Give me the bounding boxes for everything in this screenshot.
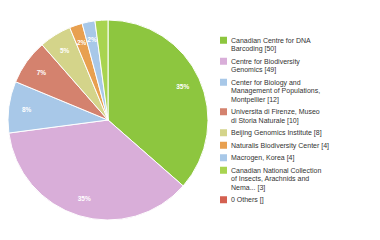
legend-label-line: Beijing Genomics Institute [8] <box>231 129 322 137</box>
legend-swatch <box>220 37 227 44</box>
legend-label: Canadian National Collectionof Insects, … <box>231 167 321 192</box>
pie-slice <box>82 21 108 120</box>
legend-swatch <box>220 167 227 174</box>
legend-entry: Beijing Genomics Institute [8] <box>220 129 322 137</box>
legend-label-line: Barcoding [50] <box>231 45 276 53</box>
data-label: 2% <box>87 36 97 43</box>
data-label: 2% <box>77 39 87 46</box>
legend-entry: Canadian Centre for DNABarcoding [50] <box>220 37 311 54</box>
legend-label-line: 0 Others [] <box>231 196 264 204</box>
pie-slice <box>9 120 183 220</box>
data-label: 35% <box>78 195 91 202</box>
data-label: 8% <box>22 106 32 113</box>
legend-label-line: Universita di Firenze, Museo <box>231 108 320 115</box>
legend-entry: Centre for BiodiversityGenomics [49] <box>220 58 300 75</box>
legend-label: 0 Others [] <box>231 196 264 204</box>
legend-entry: Universita di Firenze, Museo di Storia Na… <box>220 108 320 125</box>
legend-swatch <box>220 108 227 115</box>
legend-label: Beijing Genomics Institute [8] <box>231 129 322 137</box>
legend-label: Macrogen, Korea [4] <box>231 154 294 162</box>
legend-swatch <box>220 79 227 86</box>
chart: 35%35%8%7%5%2%2%Canadian Centre for DNAB… <box>0 0 380 240</box>
legend-entry: Naturalis Biodiversity Center [4] <box>220 142 329 150</box>
legend: Canadian Centre for DNABarcoding [50] Cen… <box>220 37 329 205</box>
legend-swatch <box>220 154 227 161</box>
data-label: 5% <box>60 47 70 54</box>
data-label: 7% <box>37 69 47 76</box>
legend-label-line: Macrogen, Korea [4] <box>231 154 294 162</box>
legend-label-line: Center for Biology and <box>231 79 301 87</box>
legend-label-line: Nema... [3] <box>231 184 265 192</box>
legend-swatch <box>220 129 227 136</box>
legend-entry: Canadian National Collectionof Insects, … <box>220 167 321 192</box>
legend-label-line: Montpellier [12] <box>231 96 279 104</box>
legend-label-line: Canadian National Collection <box>231 167 321 174</box>
legend-label-line: of Insects, Arachnids and <box>231 175 309 182</box>
legend-label-line: di Storia Naturale [10] <box>231 117 299 125</box>
pie-slice <box>95 20 108 120</box>
legend-label-line: Naturalis Biodiversity Center [4] <box>231 142 329 150</box>
legend-swatch <box>220 142 227 149</box>
legend-entry: Center for Biology andManagement of Popu… <box>220 79 320 104</box>
legend-entry: Macrogen, Korea [4] <box>220 154 294 162</box>
data-label: 35% <box>176 83 189 90</box>
legend-label-line: Centre for Biodiversity <box>231 58 300 66</box>
legend-label: Canadian Centre for DNABarcoding [50] <box>231 37 311 54</box>
legend-label: Centre for BiodiversityGenomics [49] <box>231 58 300 75</box>
legend-swatch <box>220 196 227 203</box>
legend-entry: 0 Others [] <box>220 196 264 204</box>
legend-label: Universita di Firenze, Museo di Storia Na… <box>231 108 320 125</box>
pie: 35% 35% 8% 7% 5% 2%2% <box>8 20 208 220</box>
legend-label-line: Management of Populations, <box>231 87 320 95</box>
legend-label-line: Genomics [49] <box>231 66 276 74</box>
legend-label: Center for Biology andManagement of Popu… <box>231 79 320 104</box>
legend-swatch <box>220 58 227 65</box>
legend-label-line: Canadian Centre for DNA <box>231 37 311 44</box>
legend-label: Naturalis Biodiversity Center [4] <box>231 142 329 150</box>
